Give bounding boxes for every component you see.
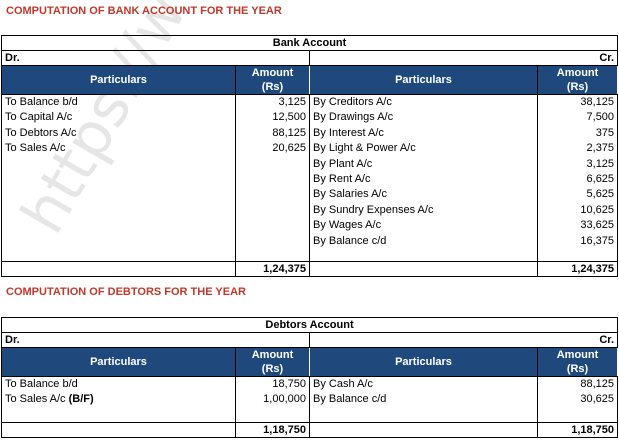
- debtors-total-cr: 1,18,750: [536, 422, 619, 438]
- debtors-heading: COMPUTATION OF DEBTORS FOR THE YEAR: [6, 286, 246, 298]
- list-item: 3,125: [278, 96, 306, 108]
- list-item: By Sundry Expenses A/c: [313, 203, 434, 216]
- debtors-title: Debtors Account: [0, 317, 619, 333]
- list-item: 88,125: [580, 378, 615, 390]
- bank-col-particulars-cr: Particulars: [309, 65, 538, 95]
- bank-total-spacer-dr: [1, 261, 236, 277]
- list-item: 88,125: [272, 126, 306, 139]
- bank-total-spacer-cr: [309, 261, 538, 277]
- list-item: 20,625: [272, 142, 306, 155]
- list-item: To Sales A/c (B/F): [5, 393, 94, 406]
- debtors-total-spacer-cr: [309, 422, 538, 438]
- list-item: To Sales A/c: [5, 142, 66, 155]
- list-item: By Plant A/c: [313, 157, 373, 170]
- debtors-account-table: Debtors Account Dr. Cr. Particulars Amou…: [0, 317, 619, 438]
- bank-col-particulars-dr: Particulars: [1, 65, 236, 95]
- bank-credit-particulars: By Creditors A/c By Drawings A/c By Inte…: [309, 94, 538, 262]
- list-item: 18,750: [272, 378, 306, 390]
- bank-col-amount-dr: Amount (Rs): [235, 65, 310, 95]
- bank-account-table: Bank Account Dr. Cr. Particulars Amount(…: [0, 35, 619, 277]
- bank-heading: COMPUTATION OF BANK ACCOUNT FOR THE YEAR: [6, 5, 282, 17]
- list-item: By Salaries A/c: [313, 188, 387, 201]
- bank-dr-label: Dr.: [1, 50, 310, 66]
- bf-note: (B/F): [68, 393, 94, 406]
- list-item: To Capital A/c: [5, 111, 73, 124]
- list-item: To Debtors A/c: [5, 126, 77, 139]
- list-item: 6,625: [586, 173, 615, 186]
- debtors-total-dr: 1,18,750: [235, 422, 310, 438]
- list-item: By Rent A/c: [313, 173, 371, 186]
- bank-debit-amounts: 3,125 12,500 88,125 20,625: [235, 94, 310, 262]
- list-item: 3,125: [586, 157, 615, 170]
- bank-cr-label: Cr.: [308, 50, 619, 66]
- list-item: 30,625: [580, 393, 615, 406]
- list-item: 10,625: [580, 203, 615, 216]
- debtors-col-amount-dr: Amount (Rs): [235, 347, 310, 377]
- debtors-col-particulars-dr: Particulars: [1, 347, 236, 377]
- list-item: By Cash A/c: [313, 378, 373, 390]
- bank-title: Bank Account: [0, 35, 619, 51]
- list-item: By Interest A/c: [313, 126, 384, 139]
- list-item: By Creditors A/c: [313, 96, 392, 108]
- bank-credit-amounts: 38,125 7,500 375 2,375 3,125 6,625 5,625…: [536, 94, 619, 262]
- list-item: 5,625: [586, 188, 615, 201]
- debtors-col-amount-cr: Amount (Rs): [536, 347, 619, 377]
- list-item: By Balance c/d: [313, 393, 387, 406]
- debtors-total-spacer-dr: [1, 422, 236, 438]
- debtors-debit-amounts: 18,750 1,00,000: [235, 376, 310, 423]
- list-item: By Light & Power A/c: [313, 142, 416, 155]
- list-item: 12,500: [272, 111, 306, 124]
- list-item: 33,625: [580, 219, 615, 232]
- list-item: 38,125: [580, 96, 615, 108]
- debtors-col-particulars-cr: Particulars: [309, 347, 538, 377]
- debtors-cr-label: Cr.: [308, 332, 619, 348]
- list-item: 16,375: [580, 234, 615, 247]
- list-item: 7,500: [586, 111, 615, 124]
- list-item: To Balance b/d: [5, 96, 78, 108]
- list-item: By Wages A/c: [313, 219, 382, 232]
- list-item: By Drawings A/c: [313, 111, 394, 124]
- debtors-credit-particulars: By Cash A/c By Balance c/d: [309, 376, 538, 423]
- bank-total-dr: 1,24,375: [235, 261, 310, 277]
- debtors-credit-amounts: 88,125 30,625: [536, 376, 619, 423]
- list-item: 2,375: [586, 142, 615, 155]
- bank-col-amount-cr: Amount (Rs): [536, 65, 619, 95]
- list-item: 1,00,000: [263, 393, 306, 406]
- list-item: 375: [595, 126, 615, 139]
- list-item: To Balance b/d: [5, 378, 78, 390]
- bank-debit-particulars: To Balance b/d To Capital A/c To Debtors…: [1, 94, 236, 262]
- debtors-dr-label: Dr.: [1, 332, 310, 348]
- list-item: By Balance c/d: [313, 234, 387, 247]
- debtors-debit-particulars: To Balance b/d To Sales A/c (B/F): [1, 376, 236, 423]
- bank-total-cr: 1,24,375: [536, 261, 619, 277]
